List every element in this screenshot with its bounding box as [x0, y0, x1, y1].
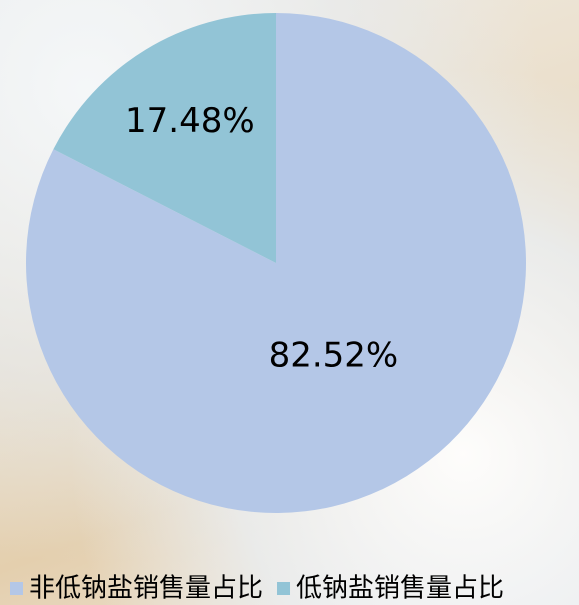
pie-slice: [25, 13, 526, 513]
legend-marker: [277, 582, 291, 595]
legend-label: 低钠盐销售量占比: [296, 574, 504, 604]
data-label: 17.48%: [125, 101, 255, 141]
legend-label: 非低钠盐销售量占比: [29, 574, 263, 604]
legend-marker: [10, 582, 23, 595]
data-label: 82.52%: [269, 335, 399, 375]
pie-slice: [53, 13, 276, 263]
